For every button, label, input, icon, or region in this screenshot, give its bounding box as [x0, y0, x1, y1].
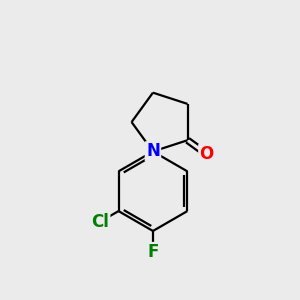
Text: O: O — [200, 145, 214, 163]
Text: F: F — [147, 243, 159, 261]
Text: N: N — [146, 142, 160, 160]
Text: Cl: Cl — [91, 213, 109, 231]
